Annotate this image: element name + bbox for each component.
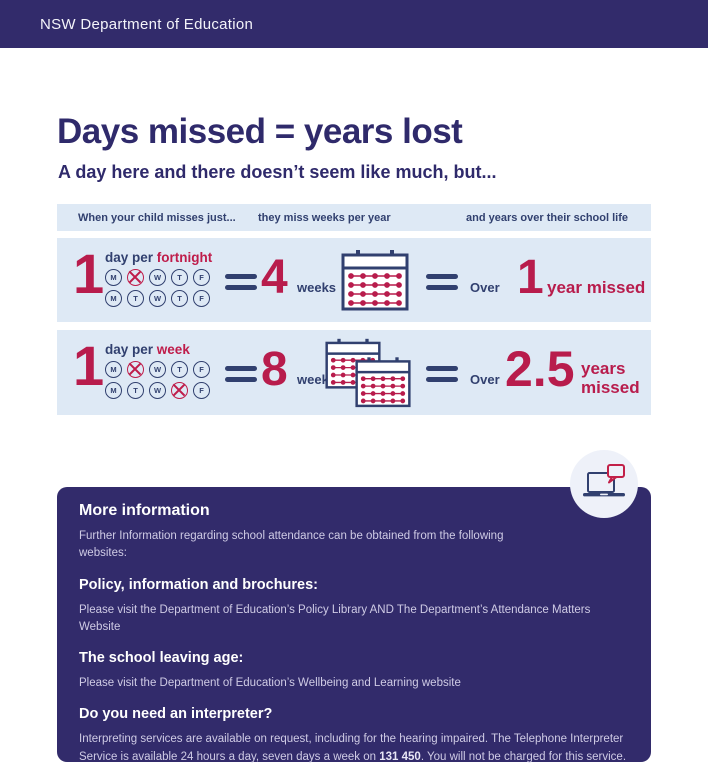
- column-header-strip: When your child misses just... they miss…: [57, 204, 651, 231]
- weekday-circle: W: [149, 361, 166, 378]
- result-label: years missed: [581, 359, 640, 397]
- weeks-label: weeks: [297, 280, 337, 295]
- double-calendar-icon: [325, 338, 421, 408]
- laptop-with-speech-bubble-icon: [583, 464, 625, 497]
- weekday-circle: W: [149, 290, 166, 307]
- count-value: 1: [73, 334, 105, 397]
- result-value: 1: [517, 251, 544, 304]
- weekday-circle: T: [171, 290, 188, 307]
- weekday-circle: F: [193, 269, 210, 286]
- weekday-circle: F: [193, 361, 210, 378]
- weeks-value: 8: [261, 343, 288, 396]
- column-header-years: and years over their school life: [466, 211, 629, 224]
- weekday-circle: W: [149, 382, 166, 399]
- section-heading-interpreter: Do you need an interpreter?: [79, 706, 273, 723]
- count-value: 1: [73, 242, 105, 305]
- weekday-circle: T: [127, 382, 144, 399]
- section-body-leaving-age: Please visit the Department of Education…: [79, 677, 461, 689]
- column-header-misses: When your child misses just...: [78, 211, 236, 224]
- equals-icon: [225, 274, 257, 296]
- weekday-circle: M: [105, 290, 122, 307]
- column-header-weeks: they miss weeks per year: [258, 211, 391, 224]
- over-label: Over: [470, 280, 500, 295]
- weekday-circle: F: [193, 382, 210, 399]
- crossed-day-circle: [127, 269, 144, 286]
- weekday-circle: M: [105, 361, 122, 378]
- section-heading-policy: Policy, information and brochures:: [79, 576, 319, 593]
- top-brand-bar: NSW Department of Education: [0, 0, 708, 48]
- weekday-circle: W: [149, 269, 166, 286]
- over-label: Over: [470, 372, 500, 387]
- brand-name: NSW Department of Education: [40, 15, 254, 33]
- page-subtitle: A day here and there doesn’t seem like m…: [58, 162, 497, 182]
- phone-number: 131 450: [379, 750, 421, 763]
- weekday-circle: M: [105, 269, 122, 286]
- panel-title: More information: [79, 502, 210, 519]
- equals-icon: [225, 366, 257, 388]
- result-label: year missed: [547, 278, 646, 297]
- page-title: Days missed = years lost: [57, 112, 463, 151]
- crossed-day-circle: [127, 361, 144, 378]
- weekday-circle: F: [193, 290, 210, 307]
- weekday-circle: M: [105, 382, 122, 399]
- equals-icon: [426, 274, 458, 296]
- frequency-label: day per fortnight: [105, 250, 213, 265]
- section-body-policy: Please visit the Department of Education…: [79, 603, 591, 633]
- crossed-day-circle: [171, 382, 188, 399]
- calendar-icon: [341, 249, 409, 316]
- weeks-value: 4: [261, 251, 288, 304]
- frequency-label: day per week: [105, 342, 190, 357]
- section-heading-leaving-age: The school leaving age:: [79, 650, 244, 666]
- laptop-chat-badge: [570, 450, 638, 518]
- section-body-interpreter: Interpreting services are available on r…: [79, 733, 627, 763]
- result-value: 2.5: [505, 341, 575, 397]
- weekday-circle: T: [171, 361, 188, 378]
- more-information-panel: More information Further Information reg…: [57, 487, 651, 763]
- weekday-circle: T: [127, 290, 144, 307]
- panel-intro: Further Information regarding school att…: [79, 530, 504, 560]
- equals-icon: [426, 366, 458, 388]
- weekday-circle: T: [171, 269, 188, 286]
